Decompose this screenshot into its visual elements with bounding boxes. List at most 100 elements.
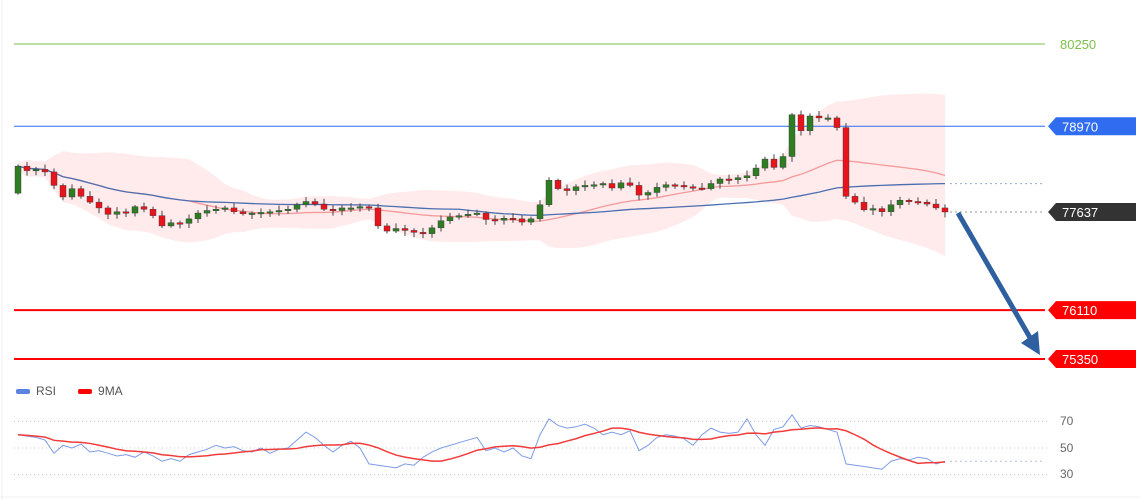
candle: [482, 211, 490, 225]
rsi-line: [17, 414, 946, 470]
candle: [275, 205, 283, 216]
candle-body: [410, 230, 418, 233]
candle-body: [131, 206, 139, 214]
candle-body: [257, 212, 265, 215]
candle: [878, 206, 886, 217]
candle-body: [680, 185, 688, 188]
candle-body: [140, 206, 148, 210]
candle-body: [608, 183, 616, 189]
candle: [590, 181, 598, 190]
candle: [635, 181, 643, 201]
candle: [923, 199, 931, 207]
candle-body: [293, 204, 301, 210]
candle: [302, 197, 310, 208]
candle-body: [428, 227, 436, 234]
candle-body: [95, 201, 103, 209]
candle-body: [203, 210, 211, 214]
forecast-arrow-shaft: [955, 211, 1035, 343]
candle: [608, 179, 616, 191]
candle-body: [221, 207, 229, 210]
candle: [770, 154, 778, 170]
candle: [689, 184, 697, 191]
candle: [113, 207, 121, 219]
candle: [14, 164, 22, 195]
candle-body: [887, 204, 895, 212]
candle-body: [284, 209, 292, 211]
candle: [32, 166, 40, 176]
candle: [383, 223, 391, 234]
candle-body: [230, 207, 238, 212]
rsi-ma-line: [17, 427, 946, 465]
candle: [419, 227, 427, 239]
candle: [50, 168, 58, 190]
candle: [473, 209, 481, 217]
candle-body: [518, 218, 526, 223]
candle-body: [194, 212, 202, 220]
candle-body: [914, 201, 922, 204]
candle: [176, 220, 184, 229]
candle-body: [707, 183, 715, 189]
candle-body: [392, 228, 400, 232]
candle-body: [644, 192, 652, 196]
candle: [707, 180, 715, 191]
candle: [500, 215, 508, 225]
candle-body: [14, 165, 22, 194]
candle: [851, 193, 859, 205]
candle: [905, 198, 913, 205]
candle: [941, 204, 949, 218]
candle-body: [842, 127, 850, 197]
candle-body: [635, 185, 643, 196]
candle-body: [302, 201, 310, 205]
candle-body: [815, 115, 823, 119]
support-1-label: 76110: [1062, 303, 1097, 318]
candle-body: [455, 215, 463, 218]
candle: [329, 205, 337, 216]
candle: [23, 162, 31, 176]
candle-body: [545, 180, 553, 205]
resistance-2-label: 80250: [1060, 37, 1096, 52]
candle: [311, 198, 319, 207]
candle: [860, 196, 868, 212]
candle: [221, 205, 229, 213]
candle: [437, 215, 445, 232]
candle-body: [878, 208, 886, 212]
candle-body: [734, 177, 742, 180]
candle: [518, 215, 526, 226]
candle-body: [59, 185, 67, 198]
candle: [581, 180, 589, 191]
candle: [167, 219, 175, 228]
candle: [140, 202, 148, 213]
candle: [338, 205, 346, 216]
candle-body: [869, 208, 877, 211]
candle: [761, 156, 769, 171]
candle: [104, 205, 112, 220]
candle-body: [527, 218, 535, 223]
candle: [365, 204, 373, 212]
candle: [464, 209, 472, 218]
candle-body: [365, 206, 373, 209]
candle: [356, 203, 364, 212]
candle: [158, 210, 166, 229]
candle-body: [104, 207, 112, 215]
candle-body: [806, 115, 814, 131]
candle: [599, 181, 607, 188]
candle-body: [716, 178, 724, 184]
candle: [185, 214, 193, 228]
candle: [653, 182, 661, 197]
candle: [230, 203, 238, 215]
candle-body: [500, 218, 508, 221]
candle: [563, 184, 571, 196]
support-2-label: 75350: [1062, 352, 1098, 367]
indicator-legend: RSI 9MA: [16, 384, 123, 398]
candle-body: [671, 184, 679, 187]
candle: [59, 183, 67, 201]
candle-body: [347, 207, 355, 210]
candle: [680, 181, 688, 190]
candle-body: [122, 211, 130, 214]
candle-body: [743, 175, 751, 178]
candle-body: [464, 214, 472, 217]
candle: [68, 184, 76, 200]
current-price-tag: [1048, 202, 1136, 221]
candle: [752, 164, 760, 180]
